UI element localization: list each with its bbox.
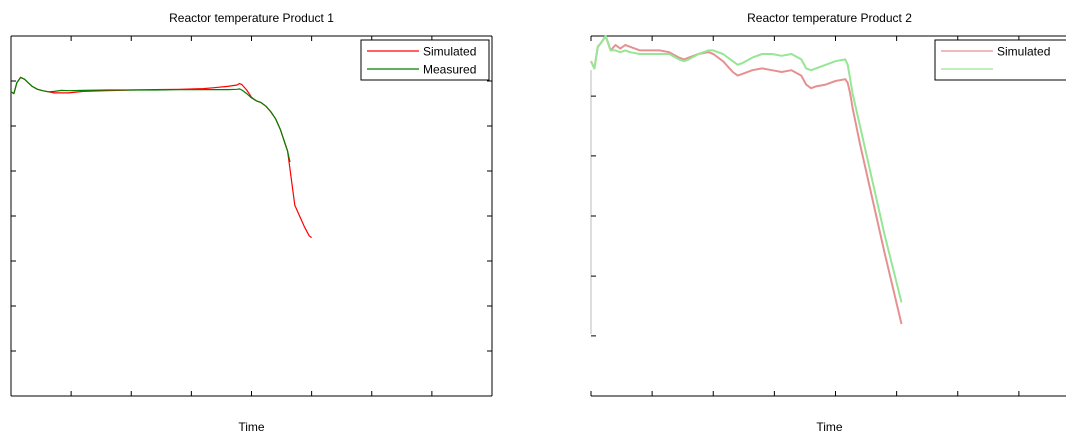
chart-product-2: Reactor temperature Product 2 Time Simul… [590,11,1066,434]
plot-area [10,35,493,397]
chart-title: Reactor temperature Product 2 [747,11,912,25]
x-axis-label: Time [816,420,843,434]
series-line-2 [10,76,291,163]
series-line-2 [590,35,903,303]
legend: Simulated [934,39,1066,81]
chart-title: Reactor temperature Product 1 [169,11,334,25]
legend-label: Measured [423,63,476,77]
series-line-1 [590,35,903,325]
series-line-1 [10,76,312,239]
chart-product-1: Reactor temperature Product 1 Time Simul… [10,11,493,434]
legend-box [934,39,1066,81]
legend-label: Simulated [423,45,476,59]
legend-box [360,39,490,81]
plot-area [590,35,1066,397]
x-axis-label: Time [238,420,265,434]
legend-label: Simulated [997,45,1050,59]
legend: Simulated Measured [360,39,490,81]
